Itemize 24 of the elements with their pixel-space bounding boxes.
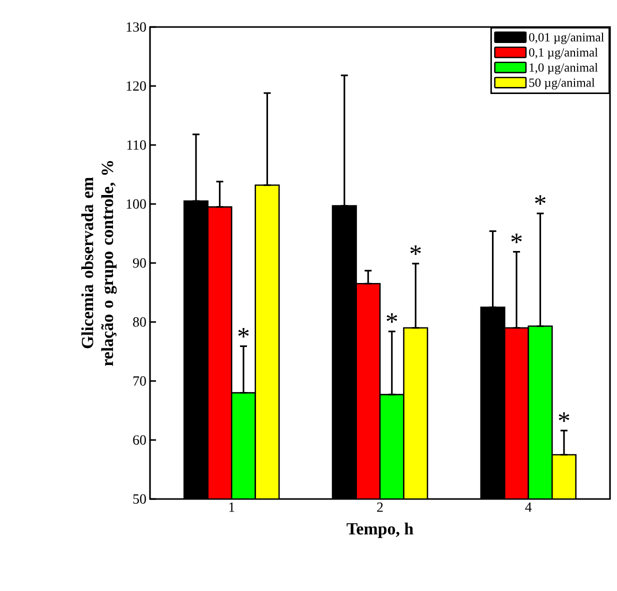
y-tick-label: 80 <box>133 317 146 327</box>
y-tick-label: 70 <box>133 376 146 386</box>
legend-label: 0,01 µg/animal <box>529 32 604 44</box>
legend-label: 0,1 µg/animal <box>529 48 598 60</box>
x-tick-label: 1 <box>229 502 234 512</box>
y-tick-label: 60 <box>133 435 146 445</box>
y-tick-label: 90 <box>132 258 146 268</box>
y-tick-label: 50 <box>133 494 146 504</box>
annotation: * <box>511 234 522 244</box>
annotation: * <box>410 245 421 255</box>
y-tick-label: 100 <box>126 199 146 209</box>
annotation: * <box>238 328 249 338</box>
legend-label: 1,0 µg/animal <box>530 62 598 74</box>
x-axis-title: Tempo, h <box>346 522 414 538</box>
x-tick-label: 2 <box>377 502 383 512</box>
annotation: * <box>386 313 398 323</box>
y-tick-label: 110 <box>127 140 146 150</box>
x-tick-label: 4 <box>525 502 532 512</box>
legend-label: 50 µg/animal <box>529 78 595 90</box>
annotation: * <box>558 412 570 422</box>
y-tick-label: 120 <box>126 81 146 91</box>
annotation: * <box>535 195 546 205</box>
y-tick-label: 130 <box>126 22 146 32</box>
y-axis-title: Glicemia observada em relação o grupo controle, % <box>81 161 117 366</box>
